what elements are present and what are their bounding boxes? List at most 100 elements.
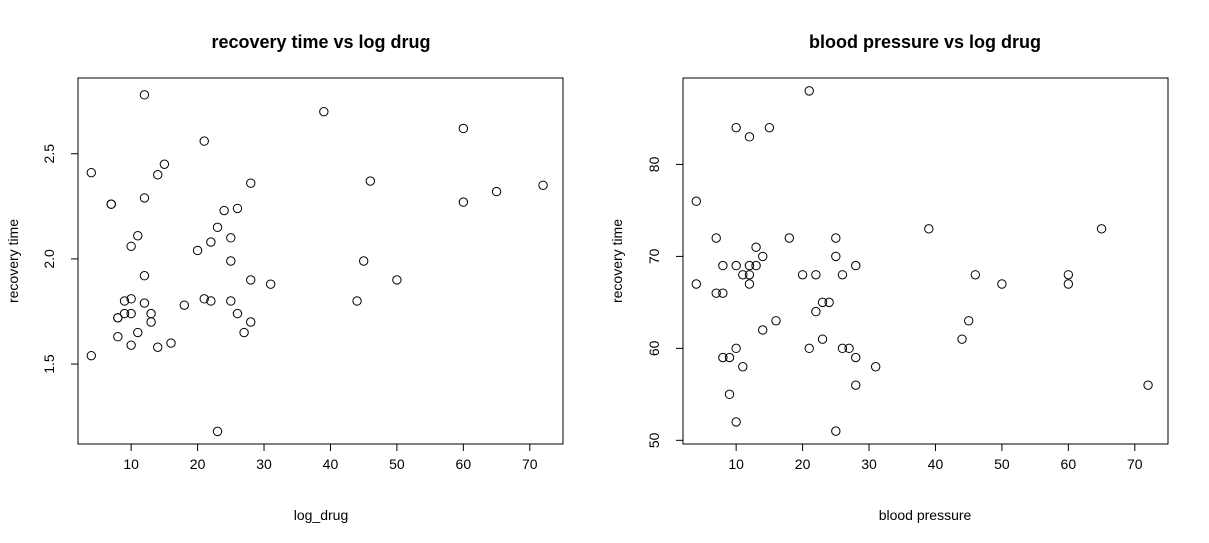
data-point (265, 279, 276, 289)
data-point (744, 270, 755, 280)
x-tick-label: 60 (1061, 456, 1077, 472)
data-point (831, 251, 841, 262)
data-point (139, 271, 150, 281)
data-point (1143, 380, 1153, 390)
data-point (724, 389, 735, 400)
data-point (811, 270, 821, 280)
data-point (319, 106, 329, 117)
chart-title: recovery time vs log drug (211, 32, 430, 52)
data-point (804, 343, 814, 354)
data-point (139, 298, 150, 308)
y-axis-label: recovery time (5, 219, 21, 303)
x-tick-label: 30 (861, 456, 877, 472)
data-point (738, 270, 748, 280)
x-tick-label: 20 (795, 456, 811, 472)
data-point (126, 294, 136, 304)
data-point (758, 325, 768, 335)
data-point (246, 317, 256, 327)
data-point (724, 352, 735, 363)
data-point (1096, 224, 1107, 234)
data-point (970, 270, 981, 280)
data-point (86, 167, 96, 178)
data-point (718, 352, 728, 363)
data-point (139, 90, 150, 100)
y-tick-label: 60 (646, 340, 662, 356)
data-point (711, 233, 721, 243)
data-point (851, 352, 861, 363)
data-point (963, 316, 974, 326)
data-point (751, 260, 761, 271)
x-tick-label: 40 (928, 456, 944, 472)
data-point (226, 233, 236, 243)
data-point (538, 180, 548, 190)
data-point (358, 256, 369, 266)
x-tick-label: 30 (256, 456, 272, 472)
data-point (731, 343, 741, 354)
x-tick-label: 40 (323, 456, 339, 472)
data-point (957, 334, 967, 344)
x-axis-label: blood pressure (879, 507, 972, 523)
data-point (212, 426, 223, 437)
data-point (166, 338, 176, 348)
data-point (119, 296, 130, 306)
data-point (837, 343, 848, 354)
data-point (744, 260, 755, 271)
data-point (199, 294, 209, 304)
data-point (1063, 279, 1074, 289)
data-point (106, 199, 116, 209)
data-point (206, 296, 216, 306)
data-point (817, 297, 828, 308)
data-point (212, 222, 223, 233)
x-tick-label: 60 (456, 456, 472, 472)
data-point (751, 242, 761, 252)
data-point (491, 186, 502, 197)
data-point (811, 306, 821, 317)
data-point (159, 159, 170, 169)
data-point (924, 224, 934, 234)
chart-title: blood pressure vs log drug (809, 32, 1041, 52)
x-tick-label: 70 (522, 456, 538, 472)
data-point (870, 362, 881, 372)
data-point (146, 308, 156, 319)
data-point (691, 196, 701, 206)
plot-frame (77, 77, 564, 445)
data-point (392, 275, 402, 285)
data-point (352, 296, 362, 306)
data-point (764, 122, 775, 133)
y-tick-label: 80 (646, 156, 662, 172)
y-tick-label: 2.5 (41, 144, 57, 164)
scatter-panel-blood-pressure: blood pressure vs log drug blood pressur… (609, 32, 1169, 523)
y-tick-label: 50 (646, 432, 662, 448)
x-tick-label: 20 (190, 456, 206, 472)
data-point (226, 256, 236, 266)
x-tick-label: 10 (728, 456, 744, 472)
data-point (86, 350, 96, 361)
x-tick-label: 70 (1127, 456, 1143, 472)
data-point (126, 241, 136, 251)
data-point (133, 327, 143, 338)
data-point (784, 233, 795, 243)
data-point (146, 317, 156, 327)
data-point (771, 316, 781, 326)
data-point (831, 233, 841, 243)
data-point (113, 313, 123, 323)
data-point (844, 343, 854, 354)
x-axis-label: log_drug (294, 507, 349, 523)
data-point (153, 342, 163, 352)
data-point (139, 193, 150, 203)
data-point (113, 332, 123, 342)
data-point (738, 362, 748, 372)
data-point (199, 136, 209, 146)
data-point (797, 270, 808, 280)
data-point (731, 260, 741, 271)
data-point (851, 260, 861, 271)
data-point (997, 279, 1007, 289)
x-tick-label: 50 (389, 456, 405, 472)
y-tick-label: 1.5 (41, 354, 57, 374)
data-point (232, 203, 243, 214)
data-point (718, 288, 728, 298)
data-point (691, 279, 701, 289)
x-tick-label: 10 (123, 456, 139, 472)
